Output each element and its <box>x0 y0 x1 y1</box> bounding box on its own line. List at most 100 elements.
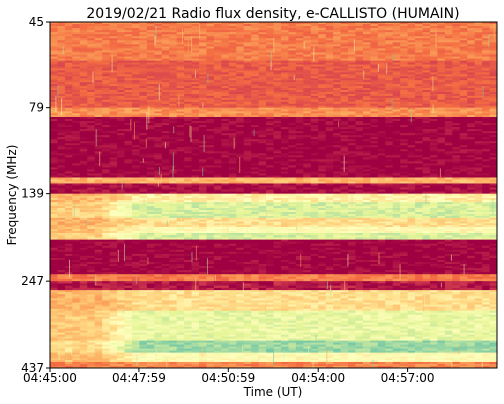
heatmap-cell <box>362 22 371 25</box>
heatmap-cell <box>251 105 260 109</box>
heatmap-cell <box>131 147 140 150</box>
heatmap-cell <box>228 76 237 79</box>
heatmap-cell <box>117 119 126 122</box>
heatmap-cell <box>429 28 438 31</box>
heatmap-cell <box>377 72 386 75</box>
heatmap-cell <box>169 44 178 47</box>
heatmap-cell <box>288 145 297 148</box>
heatmap-cell <box>459 153 468 156</box>
heatmap-cell <box>407 38 416 41</box>
heatmap-cell <box>64 101 73 105</box>
heatmap-cell <box>258 105 267 109</box>
heatmap-cell <box>184 99 193 103</box>
heatmap-cell <box>102 40 111 43</box>
heatmap-cell <box>64 58 73 62</box>
heatmap-cell <box>340 113 349 116</box>
heatmap-cell <box>474 70 483 73</box>
heatmap-cell <box>221 72 230 75</box>
heatmap-cell <box>288 62 297 66</box>
heatmap-cell <box>280 60 289 64</box>
heatmap-cell <box>280 28 289 31</box>
heatmap-cell <box>348 32 357 35</box>
heatmap-cell <box>333 137 342 140</box>
heatmap-cell <box>146 149 155 152</box>
heatmap-cell <box>429 44 438 47</box>
heatmap-cell <box>117 143 126 146</box>
heatmap-cell <box>295 153 304 156</box>
heatmap-cell <box>258 113 267 116</box>
heatmap-cell <box>318 151 327 154</box>
heatmap-cell <box>288 155 297 158</box>
heatmap-cell <box>415 80 424 83</box>
heatmap-cell <box>236 66 245 70</box>
heatmap-cell <box>429 54 438 58</box>
heatmap-cell <box>154 80 163 83</box>
heatmap-cell <box>355 127 364 130</box>
heatmap-cell <box>266 70 275 73</box>
heatmap-cell <box>355 62 364 66</box>
heatmap-cell <box>161 91 170 95</box>
heatmap-cell <box>355 38 364 41</box>
heatmap-cell <box>280 82 289 85</box>
heatmap-cell <box>72 123 81 126</box>
heatmap-cell <box>94 131 103 134</box>
heatmap-cell <box>228 60 237 64</box>
heatmap-cell <box>251 139 260 142</box>
heatmap-cell <box>370 86 379 89</box>
heatmap-cell <box>64 84 73 87</box>
heatmap-cell <box>258 28 267 31</box>
heatmap-cell <box>199 109 208 112</box>
heatmap-cell <box>206 123 215 126</box>
heatmap-cell <box>131 145 140 148</box>
heatmap-cell <box>72 76 81 79</box>
heatmap-cell <box>206 135 215 138</box>
heatmap-cell <box>87 145 96 148</box>
heatmap-cell <box>72 54 81 58</box>
heatmap-cell <box>50 88 59 91</box>
heatmap-cell <box>370 141 379 144</box>
heatmap-cell <box>206 52 215 56</box>
heatmap-cell <box>169 30 178 33</box>
heatmap-cell <box>280 125 289 128</box>
heatmap-cell <box>273 119 282 122</box>
heatmap-cell <box>117 113 126 116</box>
heatmap-cell <box>295 163 304 166</box>
heatmap-cell <box>251 109 260 112</box>
heatmap-cell <box>243 157 252 160</box>
heatmap-cell <box>288 38 297 41</box>
heatmap-cell <box>64 163 73 166</box>
heatmap-cell <box>169 123 178 126</box>
heatmap-cell <box>117 99 126 103</box>
heatmap-cell <box>340 22 349 25</box>
heatmap-cell <box>243 141 252 144</box>
heatmap-cell <box>459 48 468 52</box>
heatmap-cell <box>176 76 185 79</box>
heatmap-cell <box>221 145 230 148</box>
heatmap-cell <box>355 52 364 56</box>
heatmap-cell <box>206 42 215 45</box>
heatmap-cell <box>474 119 483 122</box>
heatmap-cell <box>258 117 267 120</box>
heatmap-cell <box>221 68 230 72</box>
heatmap-cell <box>340 101 349 105</box>
heatmap-cell <box>392 84 401 87</box>
heatmap-cell <box>221 24 230 27</box>
heatmap-cell <box>94 103 103 107</box>
heatmap-cell <box>87 151 96 154</box>
heatmap-cell <box>295 62 304 66</box>
heatmap-cell <box>295 26 304 29</box>
heatmap-cell <box>318 133 327 136</box>
heatmap-cell <box>489 26 497 29</box>
heatmap-cell <box>139 115 148 118</box>
heatmap-cell <box>228 111 237 114</box>
heatmap-cell <box>452 105 461 109</box>
heatmap-cell <box>154 111 163 114</box>
heatmap-cell <box>377 62 386 66</box>
heatmap-cell <box>318 74 327 77</box>
heatmap-cell <box>72 36 81 39</box>
heatmap-cell <box>206 84 215 87</box>
heatmap-cell <box>288 119 297 122</box>
heatmap-cell <box>467 66 476 70</box>
heatmap-cell <box>422 62 431 66</box>
heatmap-cell <box>273 145 282 148</box>
